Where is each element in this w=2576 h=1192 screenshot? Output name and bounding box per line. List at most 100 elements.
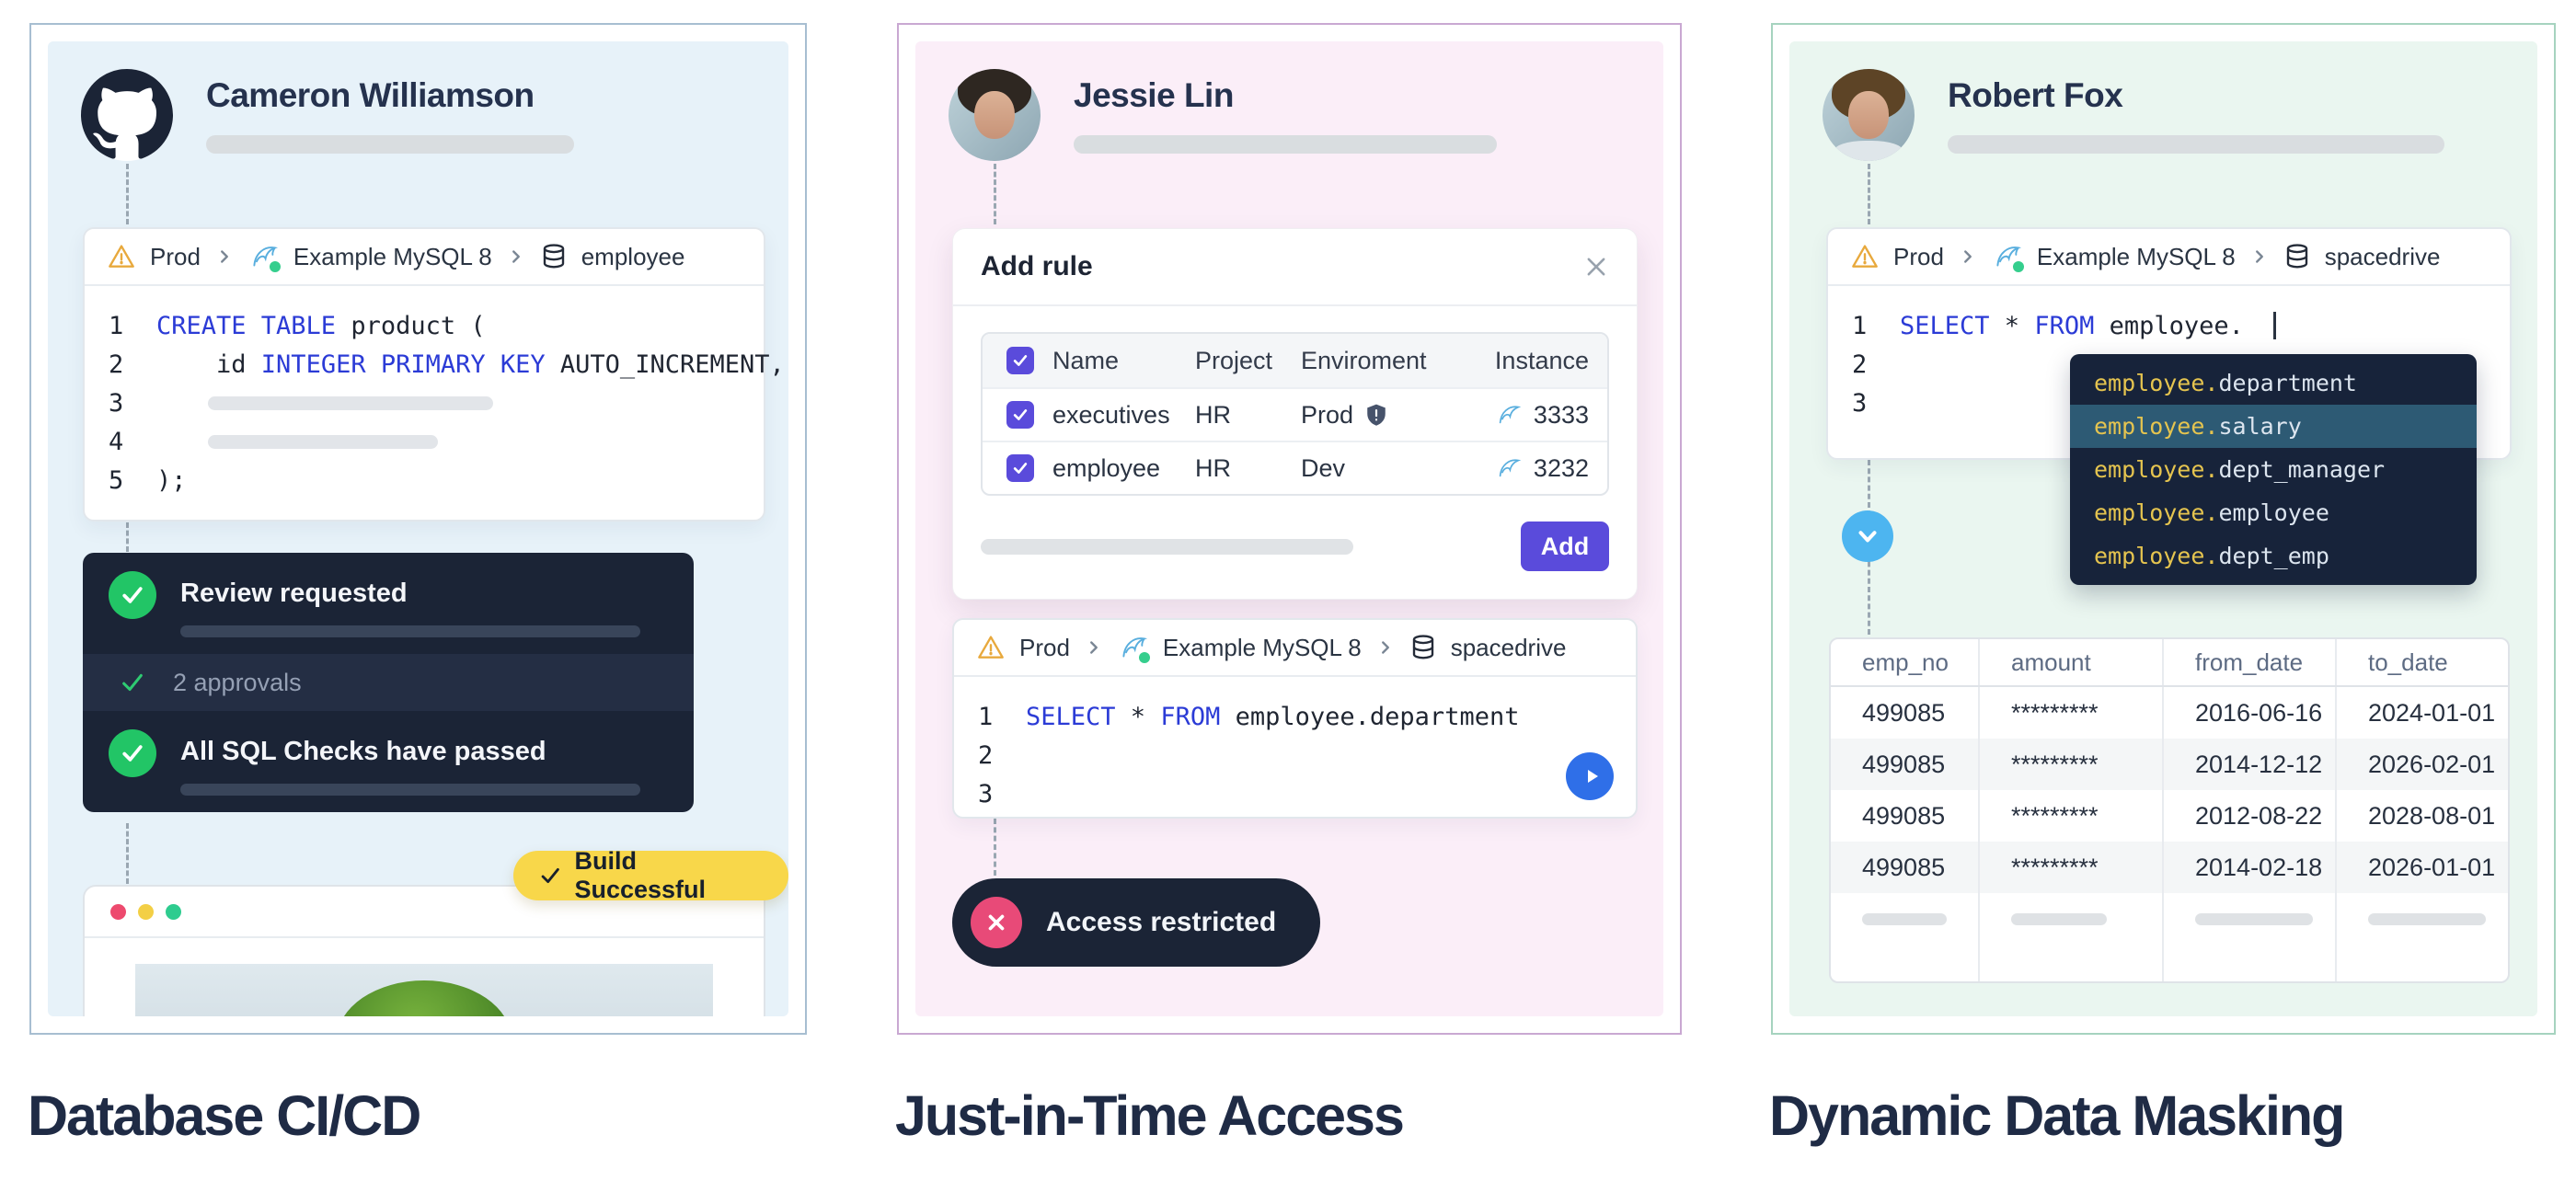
autocomplete-item[interactable]: employee. department (2070, 361, 2477, 405)
code-line: 1 SELECT * FROM employee.department (978, 697, 1612, 736)
autocomplete-item[interactable]: employee. dept_manager (2070, 448, 2477, 491)
window-minimize-dot[interactable] (138, 903, 154, 920)
check-title: All SQL Checks have passed (180, 737, 546, 766)
table-prefix: employee. (2094, 413, 2219, 440)
breadcrumb-env[interactable]: Prod (1019, 633, 1070, 661)
database-icon (540, 243, 568, 270)
autocomplete-item-selected[interactable]: employee. salary (2070, 405, 2477, 448)
cell-amount-masked: ********* (1978, 739, 2162, 790)
dashed-connector (1868, 164, 1870, 224)
status-dot (2012, 261, 2024, 272)
result-table: emp_no amount from_date to_date 499085 *… (1829, 637, 2510, 983)
dialog-body: Name Project Enviroment Instance executi… (953, 306, 1637, 599)
table-row-partial (1831, 945, 2508, 981)
access-restricted-pill: Access restricted (952, 878, 1321, 967)
code-line: 1 SELECT * FROM employee. (1852, 306, 2486, 345)
add-button[interactable]: Add (1521, 522, 1609, 571)
code-area[interactable]: 1 CREATE TABLE product ( 2 id INTEGER PRI… (85, 286, 785, 520)
select-all-checkbox[interactable] (1006, 347, 1034, 374)
breadcrumb-env[interactable]: Prod (150, 242, 201, 270)
autocomplete-item[interactable]: employee. employee (2070, 491, 2477, 534)
placeholder-bar (1948, 135, 2444, 154)
text-cursor (2273, 312, 2277, 339)
breadcrumb-database[interactable]: employee (581, 242, 685, 270)
column-header: amount (1978, 639, 2162, 685)
code-line: 5); (109, 461, 740, 499)
warning-icon (1850, 242, 1880, 271)
cell-to-date: 2028-08-01 (2335, 790, 2508, 842)
breadcrumb-env[interactable]: Prod (1893, 242, 1944, 270)
line-number: 3 (1852, 388, 1868, 418)
chevron-down-circle-icon[interactable] (1842, 510, 1893, 562)
dashed-connector (126, 823, 129, 884)
breadcrumb: Prod Example MySQL 8 employee (85, 229, 764, 286)
close-icon[interactable] (1583, 254, 1609, 280)
breadcrumb-database[interactable]: spacedrive (2324, 242, 2441, 270)
person-name: Jessie Lin (1074, 76, 1234, 114)
cell-from-date: 2014-02-18 (2162, 842, 2335, 893)
sql-text: ); (156, 465, 187, 495)
cell-amount-masked: ********* (1978, 842, 2162, 893)
cell-emp-no: 499085 (1862, 750, 1946, 778)
card-jit-access: Jessie Lin Add rule Name Project (897, 23, 1682, 1035)
status-dot (1138, 652, 1150, 663)
breadcrumb-server[interactable]: Example MySQL 8 (293, 242, 492, 270)
table-row[interactable]: 499085 ********* 2016-06-16 2024-01-01 (1831, 687, 2508, 739)
code-line: 3 (109, 384, 740, 422)
card-database-cicd-panel: Cameron Williamson Prod Example MySQL 8 (48, 41, 788, 1016)
person-name: Robert Fox (1948, 76, 2123, 114)
dashed-connector (126, 164, 129, 224)
placeholder-bar (1074, 135, 1497, 154)
column-header: Instance (1494, 346, 1589, 374)
code-area[interactable]: 1 SELECT * FROM employee. 2 3 (1828, 286, 2510, 442)
checks-panel: Review requested 2 approvals All SQL Che… (83, 553, 694, 812)
rule-row[interactable]: executives HR Prod 3333 (983, 387, 1607, 441)
column-header: Project (1195, 346, 1273, 374)
column-header: Name (1052, 346, 1120, 374)
sql-editor: Prod Example MySQL 8 spacedrive 1 SELECT … (952, 618, 1638, 819)
window-maximize-dot[interactable] (166, 903, 181, 920)
section-title-data-masking: Dynamic Data Masking (1769, 1084, 2345, 1147)
window-close-dot[interactable] (110, 903, 126, 920)
column-header: to_date (2335, 639, 2508, 685)
dialog-header: Add rule (953, 229, 1637, 306)
rule-row[interactable]: employee HR Dev 3232 (983, 441, 1607, 494)
table-prefix: employee. (2094, 499, 2219, 526)
access-restricted-label: Access restricted (1046, 907, 1277, 937)
browser-window (83, 885, 765, 1016)
sql-text: * (1115, 702, 1161, 731)
placeholder-bar (2368, 912, 2486, 925)
approvals-row: 2 approvals (83, 654, 694, 711)
approvals-text: 2 approvals (173, 668, 302, 696)
code-area[interactable]: 1 SELECT * FROM employee.department 2 3 (954, 677, 1636, 833)
card-data-masking-panel: Robert Fox Prod Example MySQL 8 sp (1789, 41, 2537, 1016)
breadcrumb-server[interactable]: Example MySQL 8 (1162, 633, 1362, 661)
row-checkbox[interactable] (1006, 401, 1034, 429)
check-icon (541, 867, 559, 884)
row-checkbox[interactable] (1006, 454, 1034, 482)
cell-to-date: 2026-02-01 (2335, 739, 2508, 790)
column-header: emp_no (1862, 648, 1949, 676)
table-row[interactable]: 499085 ********* 2012-08-22 2028-08-01 (1831, 790, 2508, 842)
sql-keyword: SELECT (1026, 702, 1116, 731)
sql-text: id (156, 350, 261, 379)
breadcrumb-database[interactable]: spacedrive (1450, 633, 1567, 661)
column-header: Enviroment (1301, 346, 1427, 374)
autocomplete-item[interactable]: employee. dept_emp (2070, 534, 2477, 578)
table-name: dept_emp (2218, 543, 2329, 569)
check-row-passed: All SQL Checks have passed (83, 711, 694, 812)
cell-to-date: 2024-01-01 (2335, 687, 2508, 739)
person-avatar (949, 69, 1041, 161)
rule-table-header: Name Project Enviroment Instance (983, 334, 1607, 387)
chevron-right-icon (1958, 246, 1978, 267)
table-prefix: employee. (2094, 370, 2219, 396)
run-query-button[interactable] (1566, 752, 1614, 800)
placeholder-bar (206, 135, 574, 154)
check-row-review: Review requested (83, 553, 694, 654)
build-successful-badge: Build Successful (513, 847, 788, 903)
breadcrumb-server[interactable]: Example MySQL 8 (2036, 242, 2236, 270)
table-row[interactable]: 499085 ********* 2014-12-12 2026-02-01 (1831, 739, 2508, 790)
cell-emp-no: 499085 (1862, 853, 1946, 881)
dialog-title: Add rule (981, 251, 1093, 281)
table-row[interactable]: 499085 ********* 2014-02-18 2026-01-01 (1831, 842, 2508, 893)
